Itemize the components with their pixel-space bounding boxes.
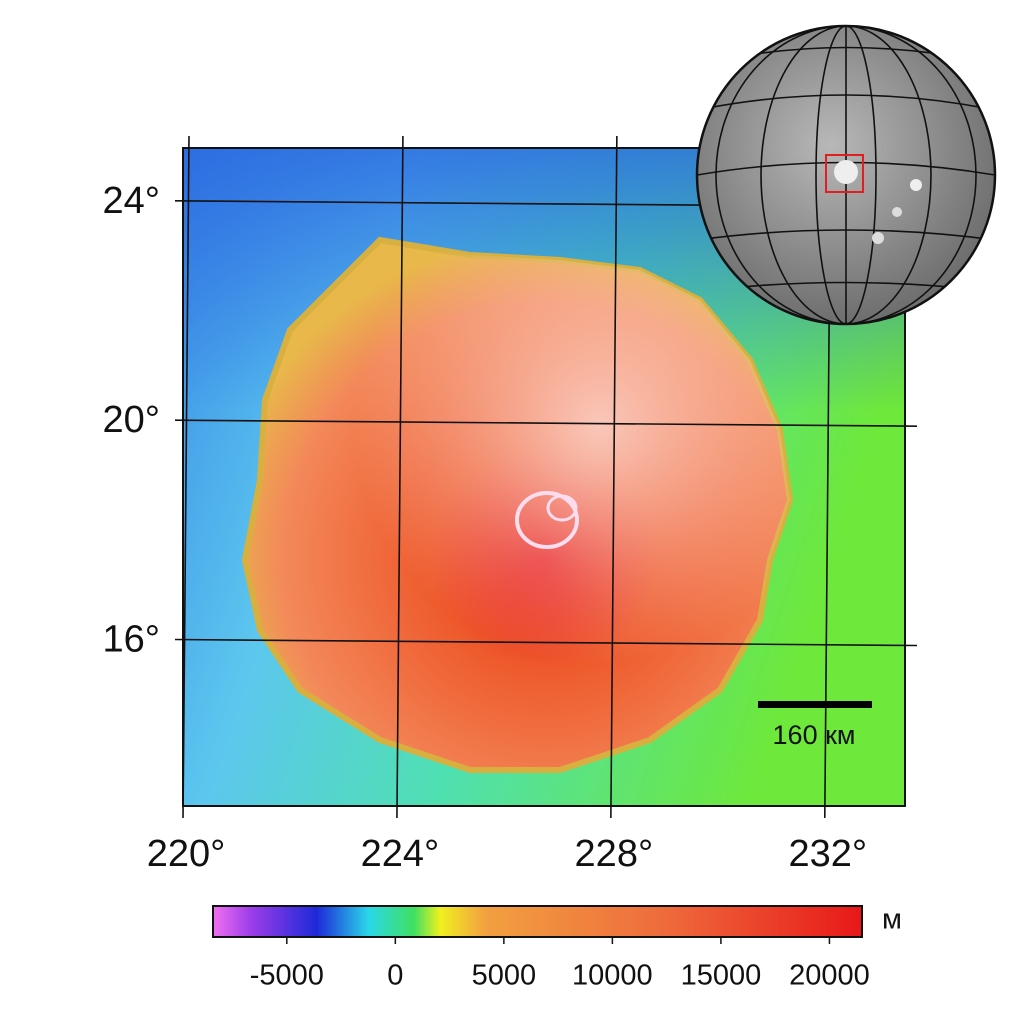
colorbar-tick-label: 10000	[572, 960, 653, 992]
scale-bar-line	[758, 701, 872, 708]
lon-label: 232°	[788, 833, 867, 875]
colorbar-tick-label: 15000	[681, 960, 762, 992]
parallel	[174, 638, 918, 647]
lat-label: 16°	[103, 619, 160, 661]
colorbar-tick-label: -5000	[250, 960, 324, 992]
lon-label: 220°	[147, 833, 226, 875]
lon-label: 224°	[361, 833, 440, 875]
colorbar-tick-label: 20000	[789, 960, 870, 992]
lat-label: 20°	[103, 399, 160, 441]
meridian	[396, 135, 404, 819]
colorbar	[212, 905, 863, 938]
lon-label: 228°	[575, 833, 654, 875]
map-frame	[182, 147, 906, 807]
lat-label: 24°	[103, 180, 160, 222]
scale-bar: 160 км	[758, 701, 872, 750]
colorbar-tick-label: 5000	[472, 960, 537, 992]
meridian	[182, 135, 190, 819]
globe-inset	[695, 24, 997, 326]
colorbar-unit: м	[882, 904, 902, 936]
meridian	[610, 135, 618, 819]
parallel	[174, 419, 918, 427]
colorbar-tick-label: 0	[387, 960, 403, 992]
scale-bar-label: 160 км	[773, 720, 856, 750]
